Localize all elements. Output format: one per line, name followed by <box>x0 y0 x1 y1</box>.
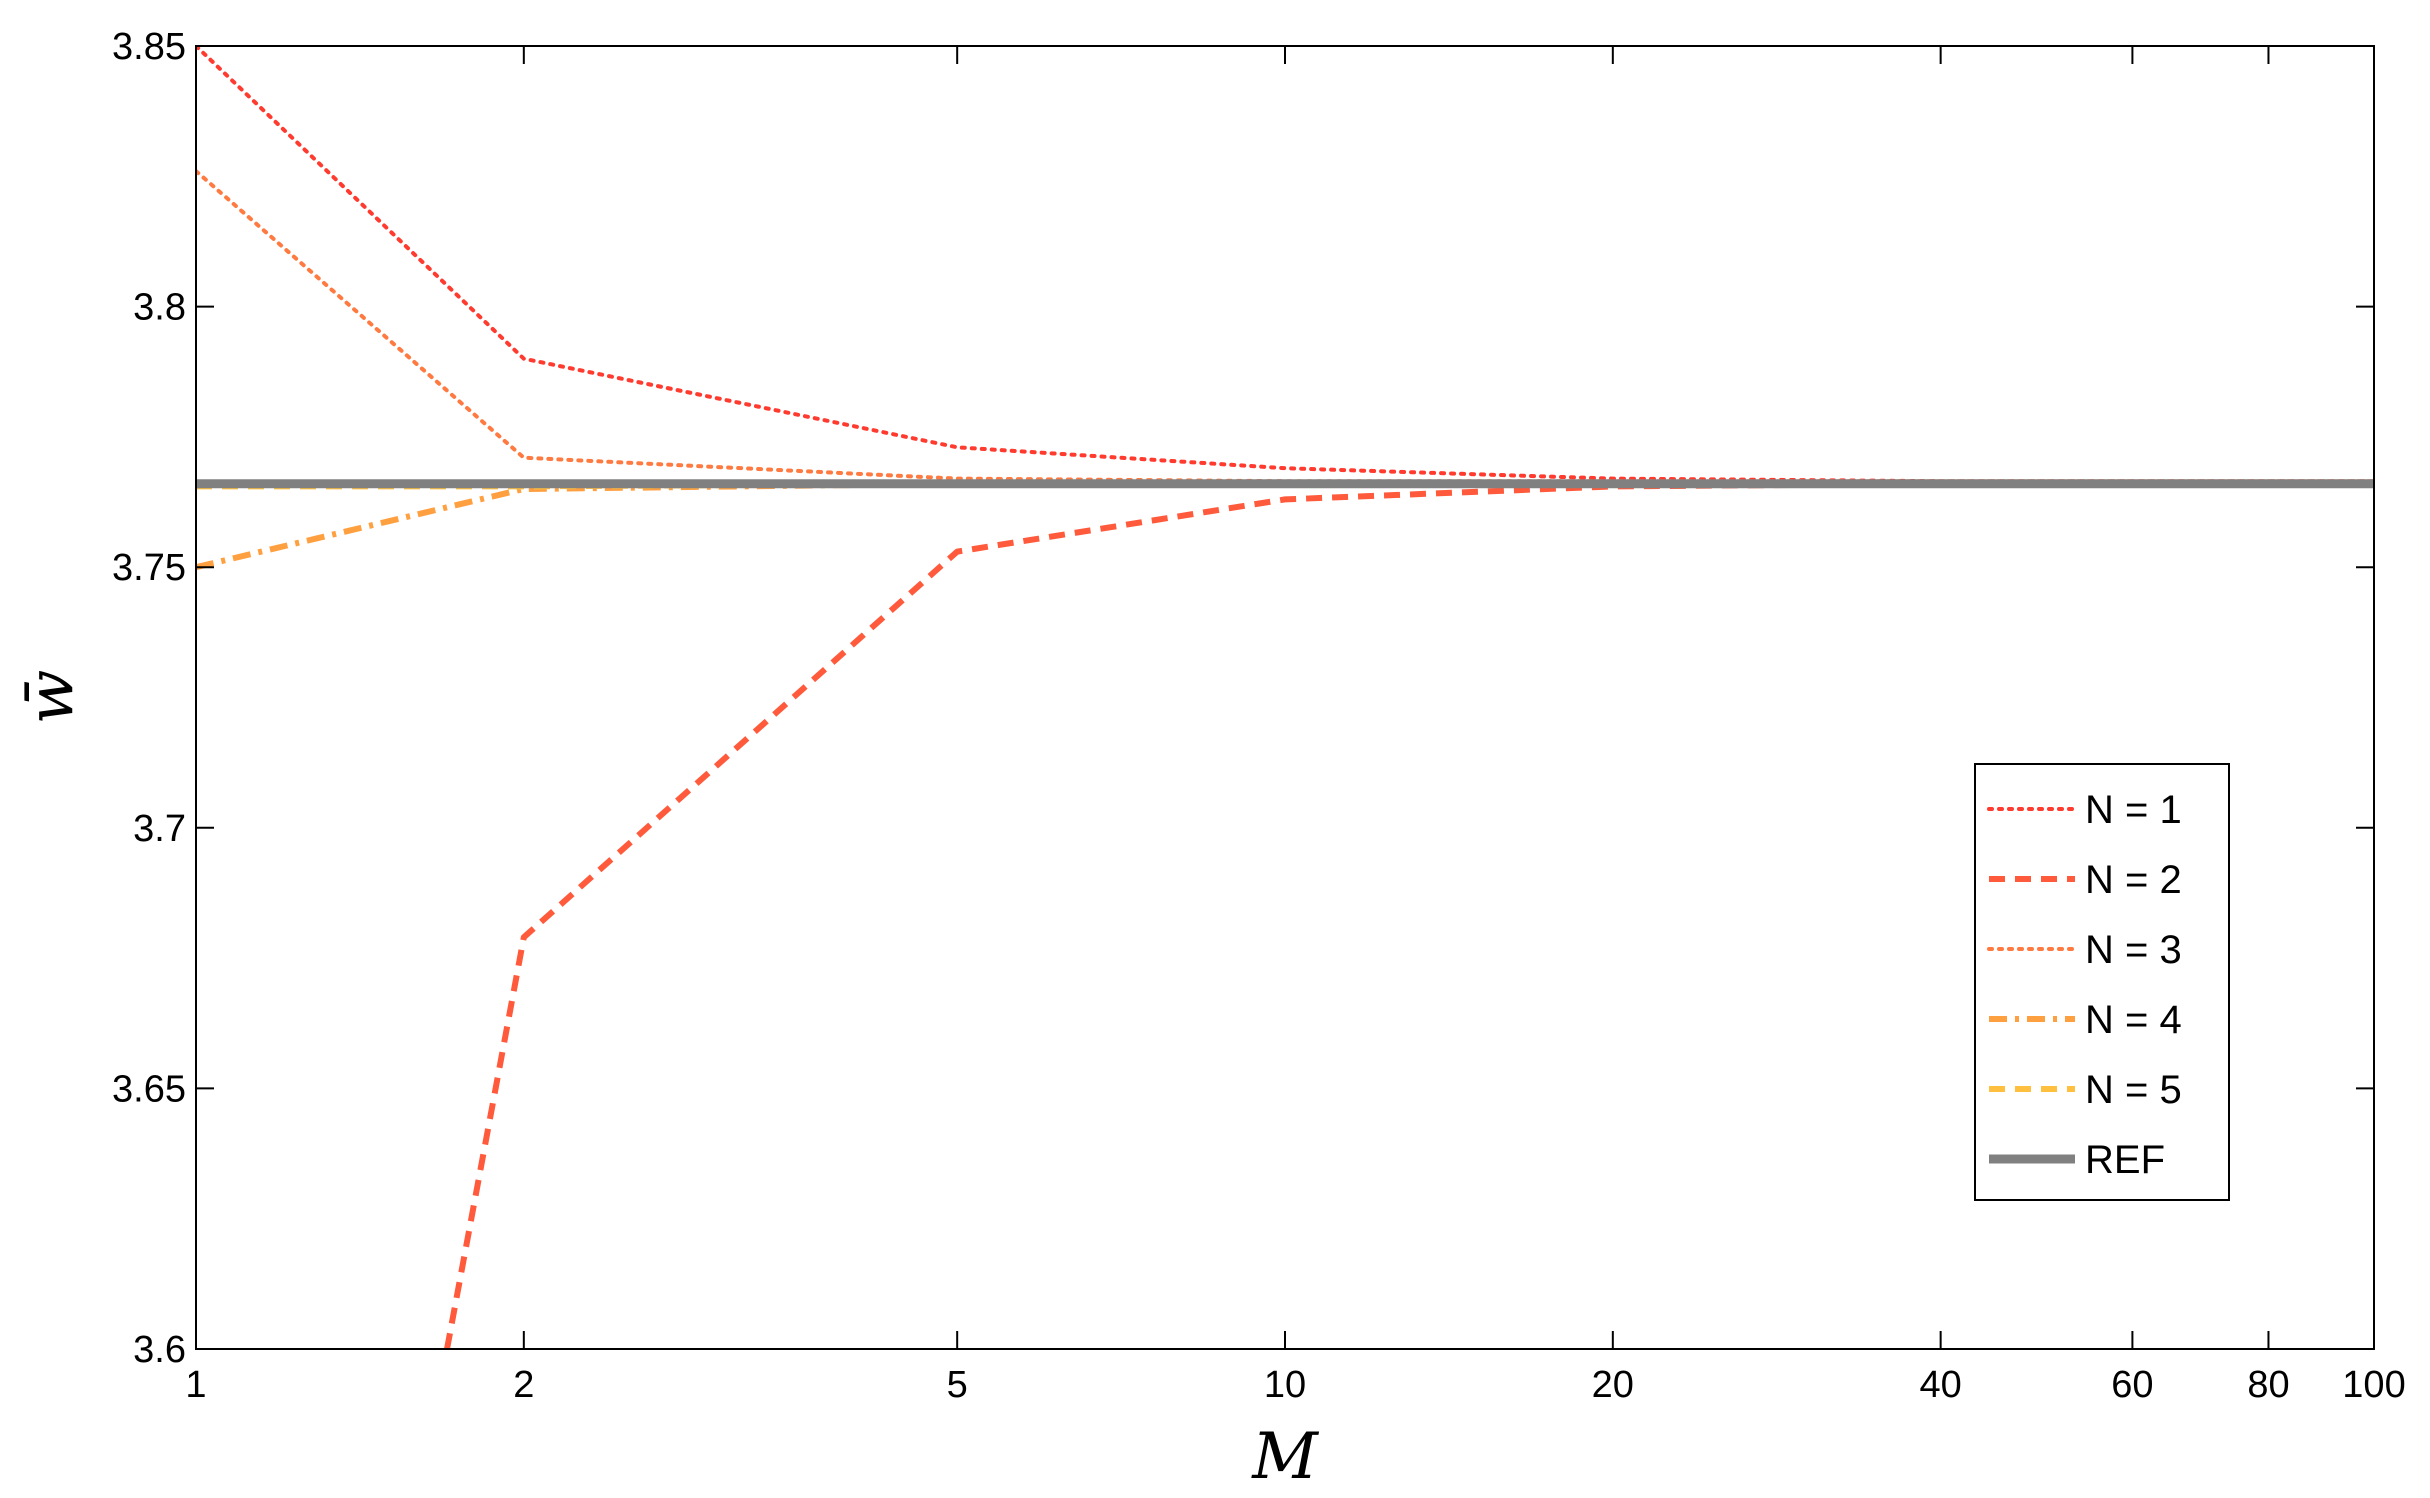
y-tick-label: 3.8 <box>133 287 186 329</box>
legend-items: N = 1 N = 2 N = 3 N = 4 N = 5 REF <box>1987 788 2182 1182</box>
x-axis-title: M <box>1251 1420 1319 1494</box>
y-tick-label: 3.65 <box>112 1068 186 1110</box>
x-tick-label: 20 <box>1592 1364 1634 1406</box>
legend-box <box>1974 763 2230 1201</box>
x-tick-label: 100 <box>2342 1364 2405 1406</box>
y-tick-label: 3.75 <box>112 547 186 589</box>
legend-label-5: N = 5 <box>2085 1068 2182 1112</box>
legend: N = 1 N = 2 N = 3 N = 4 N = 5 REF <box>1974 763 2230 1201</box>
legend-label-3: N = 3 <box>2085 928 2182 972</box>
y-axis-title: w̄ <box>14 670 88 725</box>
x-tick-label: 2 <box>513 1364 534 1406</box>
y-tick-label: 3.85 <box>112 26 186 68</box>
x-tick-label: 80 <box>2247 1364 2289 1406</box>
legend-label-1: N = 1 <box>2085 788 2182 832</box>
legend-label-6: REF <box>2085 1138 2165 1182</box>
x-tick-label: 40 <box>1920 1364 1962 1406</box>
x-tick-label: 5 <box>947 1364 968 1406</box>
y-tick-label: 3.7 <box>133 808 186 850</box>
legend-label-4: N = 4 <box>2085 998 2182 1042</box>
series-line-1 <box>196 46 2374 484</box>
y-tick-label: 3.6 <box>133 1329 186 1371</box>
x-tick-label: 10 <box>1264 1364 1306 1406</box>
x-tick-label: 60 <box>2111 1364 2153 1406</box>
legend-label-2: N = 2 <box>2085 858 2182 902</box>
x-tick-label: 1 <box>185 1364 206 1406</box>
ticks-layer: 1 2 5 10 20 40 60 80 100 3.6 3.65 3.7 3.75 3.8 3.85 <box>112 26 2406 1406</box>
series-line-3 <box>196 169 2374 484</box>
series-line-4 <box>196 480 2374 571</box>
series-layer <box>196 46 2374 1349</box>
